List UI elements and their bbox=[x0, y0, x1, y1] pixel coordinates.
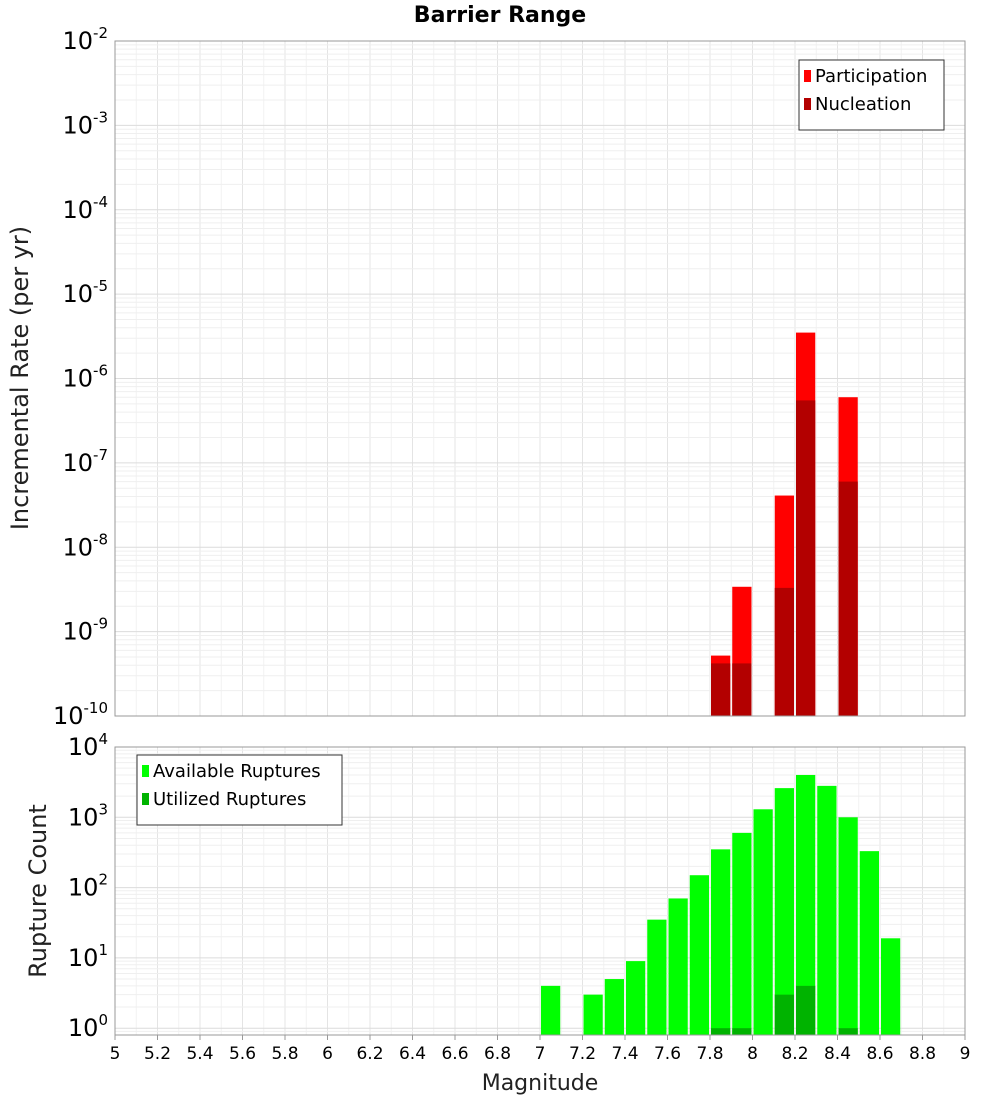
x-tick-label: 8 bbox=[747, 1044, 758, 1064]
y-tick-label: 10-8 bbox=[62, 530, 108, 561]
x-tick-label: 5.6 bbox=[229, 1044, 256, 1064]
x-tick-label: 7.2 bbox=[569, 1044, 596, 1064]
bar-available-ruptures[interactable] bbox=[626, 961, 646, 1035]
top-panel: 10-10 10-9 10-8 10-7 10-6 10-5 10-4 10-3 10-2 In… bbox=[6, 24, 966, 730]
x-tick-label: 5.4 bbox=[186, 1044, 213, 1064]
bar-utilized-ruptures[interactable] bbox=[796, 985, 816, 1035]
bar-available-ruptures[interactable] bbox=[732, 832, 752, 1035]
x-tick-label: 7.4 bbox=[611, 1044, 638, 1064]
y-tick-label: 101 bbox=[68, 941, 108, 972]
bar-nucleation[interactable] bbox=[838, 481, 858, 716]
x-tick-label: 6.6 bbox=[441, 1044, 468, 1064]
y-tick-label: 10-4 bbox=[62, 193, 108, 224]
bar-nucleation[interactable] bbox=[796, 400, 816, 716]
bar-utilized-ruptures[interactable] bbox=[711, 1028, 731, 1035]
bar-available-ruptures[interactable] bbox=[859, 851, 879, 1035]
x-tick-label: 8.6 bbox=[866, 1044, 893, 1064]
bar-available-ruptures[interactable] bbox=[647, 919, 667, 1035]
legend-box bbox=[136, 754, 343, 826]
x-tick-label: 6.4 bbox=[399, 1044, 426, 1064]
bar-available-ruptures[interactable] bbox=[541, 985, 561, 1035]
bottom-panel: 100 101 102 103 104 Rupture Count Available … bbox=[24, 730, 970, 1096]
x-tick-label: 6.2 bbox=[356, 1044, 383, 1064]
x-tick-label: 8.4 bbox=[824, 1044, 851, 1064]
legend-label: Nucleation bbox=[815, 94, 911, 115]
bottom-y-tick-labels: 100 101 102 103 104 bbox=[68, 730, 108, 1042]
bar-nucleation[interactable] bbox=[732, 663, 752, 716]
x-tick-label: 6.8 bbox=[484, 1044, 511, 1064]
bar-available-ruptures[interactable] bbox=[711, 849, 731, 1035]
chart-title: Barrier Range bbox=[414, 3, 586, 28]
legend-box bbox=[798, 59, 945, 131]
x-tick-label: 7 bbox=[535, 1044, 546, 1064]
top-bars bbox=[711, 332, 858, 716]
x-tick-label: 7.8 bbox=[696, 1044, 723, 1064]
bottom-legend[interactable]: Available Ruptures Utilized Ruptures bbox=[136, 754, 343, 826]
y-tick-label: 103 bbox=[68, 800, 108, 831]
top-plot-frame bbox=[114, 40, 966, 717]
y-tick-label: 104 bbox=[68, 730, 108, 761]
legend-swatch bbox=[804, 98, 811, 110]
y-tick-label: 10-10 bbox=[53, 699, 108, 730]
bar-available-ruptures[interactable] bbox=[796, 774, 816, 1035]
legend-swatch bbox=[142, 765, 149, 777]
legend-label: Participation bbox=[815, 66, 927, 87]
y-tick-label: 10-5 bbox=[62, 277, 108, 308]
bar-utilized-ruptures[interactable] bbox=[732, 1028, 752, 1035]
bar-available-ruptures[interactable] bbox=[583, 994, 603, 1035]
bar-available-ruptures[interactable] bbox=[753, 809, 773, 1035]
bar-available-ruptures[interactable] bbox=[838, 817, 858, 1035]
y-tick-label: 102 bbox=[68, 871, 108, 902]
legend-label: Available Ruptures bbox=[153, 761, 321, 782]
y-tick-label: 10-2 bbox=[62, 24, 108, 55]
legend-swatch bbox=[142, 793, 149, 805]
y-tick-label: 10-3 bbox=[62, 108, 108, 139]
x-tick-label: 6 bbox=[322, 1044, 333, 1064]
x-tick-label: 8.8 bbox=[909, 1044, 936, 1064]
y-tick-label: 10-6 bbox=[62, 362, 108, 393]
top-y-tick-labels: 10-10 10-9 10-8 10-7 10-6 10-5 10-4 10-3 10-2 bbox=[53, 24, 108, 730]
y-tick-label: 10-7 bbox=[62, 446, 108, 477]
x-axis-label: Magnitude bbox=[482, 1071, 599, 1096]
legend-swatch bbox=[804, 70, 811, 82]
bottom-bars bbox=[541, 774, 901, 1035]
x-tick-label: 5.8 bbox=[271, 1044, 298, 1064]
bar-nucleation[interactable] bbox=[774, 587, 794, 716]
bar-available-ruptures[interactable] bbox=[774, 788, 794, 1035]
top-grid bbox=[114, 40, 966, 717]
bar-available-ruptures[interactable] bbox=[604, 979, 624, 1035]
bar-nucleation[interactable] bbox=[711, 663, 731, 716]
bar-available-ruptures[interactable] bbox=[881, 938, 901, 1035]
top-legend[interactable]: Participation Nucleation bbox=[798, 59, 945, 131]
bar-available-ruptures[interactable] bbox=[817, 785, 837, 1035]
x-tick-labels: 5 5.2 5.4 5.6 5.8 6 6.2 6.4 6.6 6.8 7 7.2 7.4 7.6 7.8 8… bbox=[110, 1035, 971, 1064]
x-tick-label: 5.2 bbox=[144, 1044, 171, 1064]
bar-available-ruptures[interactable] bbox=[668, 898, 688, 1035]
x-tick-label: 7.6 bbox=[654, 1044, 681, 1064]
top-y-axis-label: Incremental Rate (per yr) bbox=[6, 226, 34, 530]
bar-available-ruptures[interactable] bbox=[689, 875, 709, 1035]
bar-utilized-ruptures[interactable] bbox=[774, 994, 794, 1035]
x-tick-label: 5 bbox=[110, 1044, 121, 1064]
x-tick-label: 9 bbox=[960, 1044, 971, 1064]
x-tick-label: 8.2 bbox=[781, 1044, 808, 1064]
bar-utilized-ruptures[interactable] bbox=[838, 1028, 858, 1035]
y-tick-label: 10-9 bbox=[62, 615, 108, 646]
y-tick-label: 100 bbox=[68, 1011, 108, 1042]
legend-label: Utilized Ruptures bbox=[153, 789, 306, 810]
bottom-y-axis-label: Rupture Count bbox=[24, 804, 52, 978]
